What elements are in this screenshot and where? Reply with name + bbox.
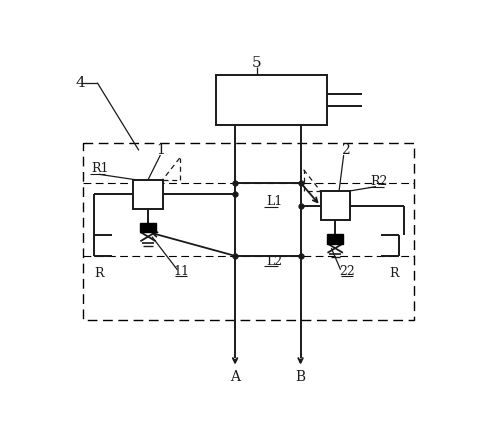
Text: 2: 2 — [340, 143, 349, 157]
Text: R: R — [94, 267, 103, 280]
Bar — [140, 223, 155, 232]
Text: 22: 22 — [338, 265, 354, 278]
Text: R2: R2 — [369, 175, 386, 187]
Text: 5: 5 — [251, 56, 261, 70]
Bar — [327, 234, 342, 244]
Text: A: A — [229, 370, 240, 384]
Text: 1: 1 — [156, 143, 165, 157]
Bar — [320, 191, 349, 220]
Text: 11: 11 — [173, 265, 189, 278]
Text: B: B — [295, 370, 305, 384]
Text: L1: L1 — [265, 196, 282, 209]
Bar — [83, 143, 414, 320]
Text: L2: L2 — [265, 255, 281, 268]
Text: R1: R1 — [91, 162, 108, 175]
Text: 4: 4 — [76, 76, 85, 90]
Text: R: R — [389, 267, 398, 280]
Bar — [133, 180, 162, 209]
Bar — [215, 75, 327, 125]
